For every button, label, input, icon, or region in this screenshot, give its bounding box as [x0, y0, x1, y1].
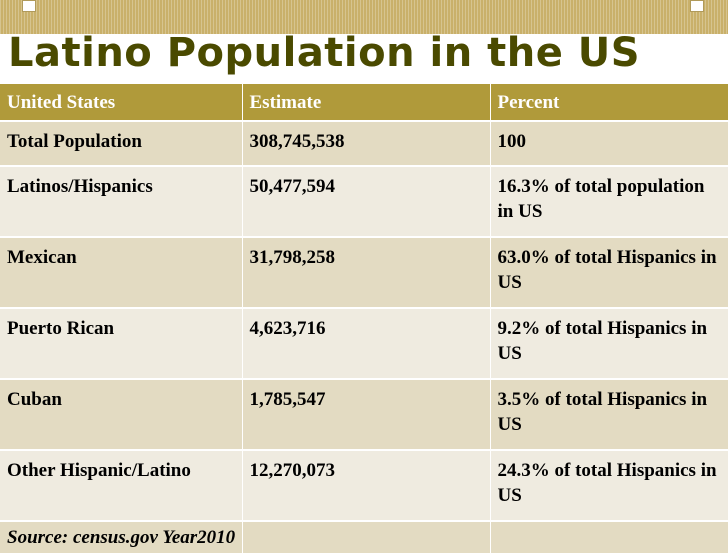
source-empty-cell [242, 521, 491, 555]
row-percent: 9.2% of total Hispanics in US [490, 308, 728, 380]
row-percent: 24.3% of total Hispanics in US [490, 450, 728, 522]
row-estimate: 4,623,716 [242, 308, 491, 380]
row-estimate: 50,477,594 [242, 166, 491, 238]
row-estimate: 31,798,258 [242, 237, 491, 309]
row-percent: 63.0% of total Hispanics in US [490, 237, 728, 309]
table-row: Puerto Rican 4,623,716 9.2% of total His… [0, 308, 728, 380]
source-note: Source: census.gov Year2010 [0, 521, 243, 555]
slide-title: Latino Population in the US [8, 30, 641, 76]
table-header-row: United States Estimate Percent [0, 84, 728, 122]
table-row: Total Population 308,745,538 100 [0, 121, 728, 167]
header-estimate: Estimate [242, 84, 491, 122]
row-group: Cuban [0, 379, 243, 451]
row-group: Puerto Rican [0, 308, 243, 380]
row-percent: 100 [490, 121, 728, 167]
row-group: Latinos/Hispanics [0, 166, 243, 238]
row-estimate: 1,785,547 [242, 379, 491, 451]
corner-square-right [690, 0, 704, 12]
source-empty-cell [490, 521, 728, 555]
table-row: Latinos/Hispanics 50,477,594 16.3% of to… [0, 166, 728, 238]
table-row: Other Hispanic/Latino 12,270,073 24.3% o… [0, 450, 728, 522]
source-row: Source: census.gov Year2010 [0, 521, 728, 555]
row-estimate: 12,270,073 [242, 450, 491, 522]
header-percent: Percent [490, 84, 728, 122]
row-group: Total Population [0, 121, 243, 167]
row-estimate: 308,745,538 [242, 121, 491, 167]
top-decorative-bar [0, 0, 728, 36]
population-table: United States Estimate Percent Total Pop… [0, 84, 728, 555]
header-united-states: United States [0, 84, 243, 122]
corner-square-left [22, 0, 36, 12]
row-percent: 3.5% of total Hispanics in US [490, 379, 728, 451]
table-row: Mexican 31,798,258 63.0% of total Hispan… [0, 237, 728, 309]
row-group: Mexican [0, 237, 243, 309]
row-group: Other Hispanic/Latino [0, 450, 243, 522]
top-stripe [0, 0, 728, 34]
row-percent: 16.3% of total population in US [490, 166, 728, 238]
table-row: Cuban 1,785,547 3.5% of total Hispanics … [0, 379, 728, 451]
